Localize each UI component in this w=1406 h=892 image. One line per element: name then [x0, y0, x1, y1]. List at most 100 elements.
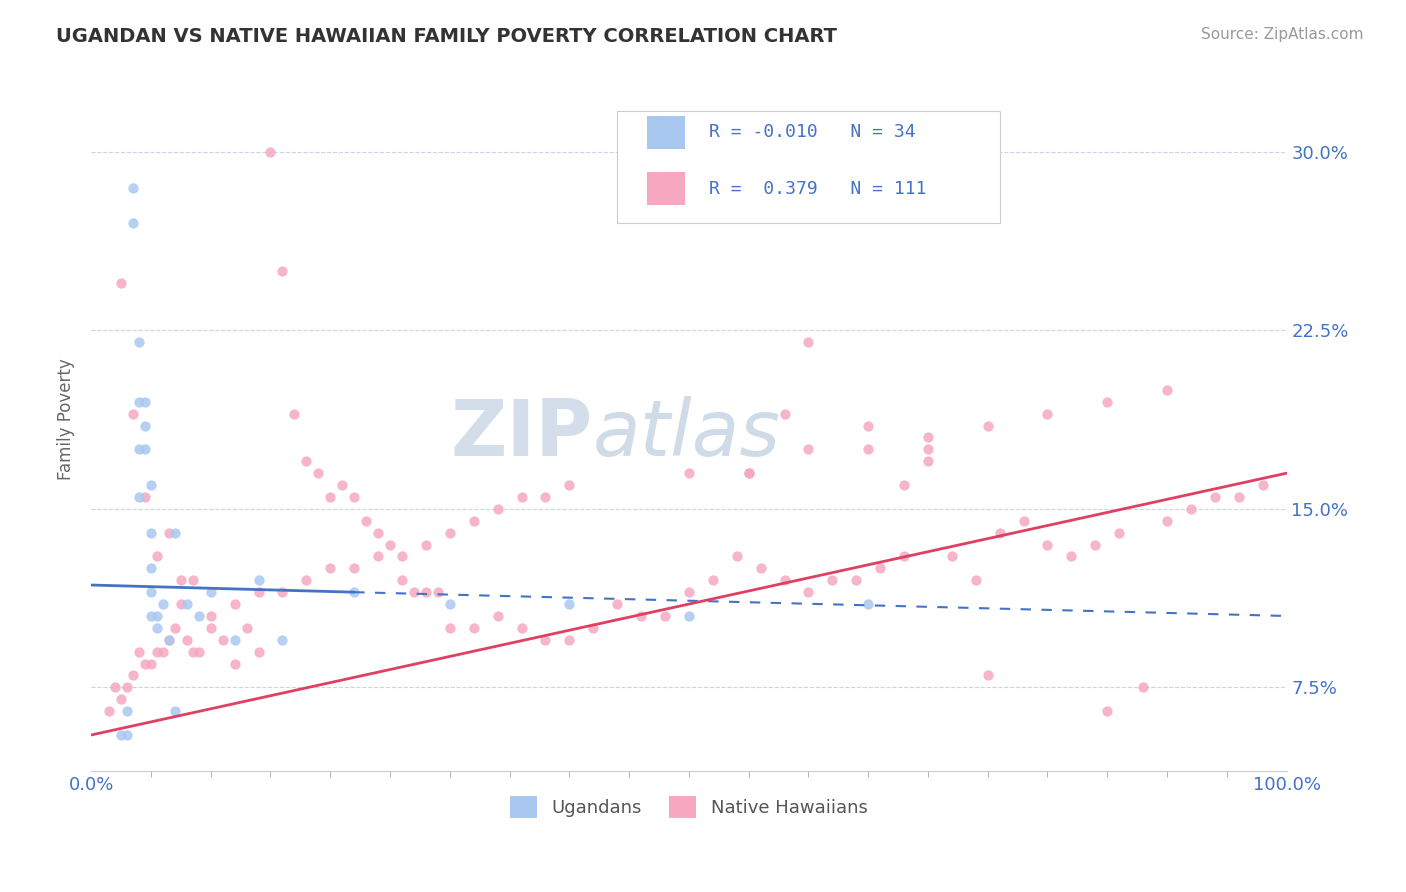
Point	[702, 574, 724, 588]
Point	[110, 692, 132, 706]
Point	[122, 407, 145, 421]
Point	[134, 490, 156, 504]
Point	[115, 681, 138, 695]
Point	[224, 657, 246, 671]
Point	[134, 418, 156, 433]
Point	[110, 728, 132, 742]
Point	[157, 525, 180, 540]
Point	[869, 561, 891, 575]
Point	[977, 418, 1000, 433]
Point	[415, 538, 437, 552]
Point	[1036, 538, 1059, 552]
Point	[152, 597, 174, 611]
Point	[104, 681, 127, 695]
Point	[200, 621, 222, 635]
Point	[224, 597, 246, 611]
Legend: Ugandans, Native Hawaiians: Ugandans, Native Hawaiians	[503, 789, 875, 825]
Point	[988, 525, 1011, 540]
Point	[157, 632, 180, 647]
Point	[582, 621, 605, 635]
Point	[773, 407, 796, 421]
Point	[200, 609, 222, 624]
Point	[170, 574, 193, 588]
Point	[678, 585, 700, 599]
Point	[510, 490, 533, 504]
Point	[463, 514, 485, 528]
Point	[917, 430, 939, 444]
Point	[1097, 704, 1119, 718]
Point	[558, 632, 581, 647]
Point	[235, 621, 257, 635]
Point	[737, 466, 759, 480]
Point	[271, 632, 294, 647]
Point	[486, 501, 509, 516]
FancyBboxPatch shape	[617, 111, 1000, 223]
Point	[176, 632, 198, 647]
Point	[941, 549, 963, 564]
Bar	[647, 172, 685, 205]
Y-axis label: Family Poverty: Family Poverty	[58, 359, 75, 481]
Point	[146, 621, 169, 635]
Point	[737, 466, 759, 480]
Point	[1084, 538, 1107, 552]
Point	[307, 466, 329, 480]
Point	[486, 609, 509, 624]
Point	[115, 704, 138, 718]
Point	[128, 490, 150, 504]
Point	[391, 574, 413, 588]
Point	[678, 466, 700, 480]
Point	[1156, 514, 1178, 528]
Point	[187, 645, 209, 659]
Point	[139, 525, 162, 540]
Point	[1036, 407, 1059, 421]
Text: R =  0.379   N = 111: R = 0.379 N = 111	[709, 179, 927, 198]
Point	[122, 216, 145, 230]
Point	[170, 597, 193, 611]
Text: Source: ZipAtlas.com: Source: ZipAtlas.com	[1201, 27, 1364, 42]
Text: ZIP: ZIP	[451, 396, 593, 472]
Point	[176, 597, 198, 611]
Point	[283, 407, 305, 421]
Point	[1060, 549, 1083, 564]
Point	[211, 632, 233, 647]
Point	[181, 574, 204, 588]
Point	[259, 145, 281, 159]
Point	[510, 621, 533, 635]
Point	[391, 549, 413, 564]
Point	[187, 609, 209, 624]
Point	[630, 609, 652, 624]
Point	[749, 561, 772, 575]
Point	[797, 442, 820, 457]
Point	[1108, 525, 1130, 540]
Point	[319, 561, 342, 575]
Point	[181, 645, 204, 659]
Bar	[647, 116, 685, 149]
Point	[402, 585, 425, 599]
Point	[1251, 478, 1274, 492]
Point	[378, 538, 401, 552]
Point	[134, 442, 156, 457]
Point	[271, 264, 294, 278]
Point	[122, 180, 145, 194]
Point	[146, 549, 169, 564]
Point	[534, 632, 557, 647]
Point	[606, 597, 628, 611]
Point	[1132, 681, 1154, 695]
Point	[139, 657, 162, 671]
Point	[439, 597, 461, 611]
Point	[163, 525, 186, 540]
Point	[917, 454, 939, 468]
Point	[146, 645, 169, 659]
Point	[200, 585, 222, 599]
Point	[247, 585, 270, 599]
Point	[965, 574, 987, 588]
Point	[128, 335, 150, 350]
Point	[426, 585, 449, 599]
Text: R = -0.010   N = 34: R = -0.010 N = 34	[709, 123, 915, 142]
Point	[856, 418, 879, 433]
Point	[139, 585, 162, 599]
Point	[1204, 490, 1226, 504]
Point	[1012, 514, 1035, 528]
Point	[139, 561, 162, 575]
Point	[678, 609, 700, 624]
